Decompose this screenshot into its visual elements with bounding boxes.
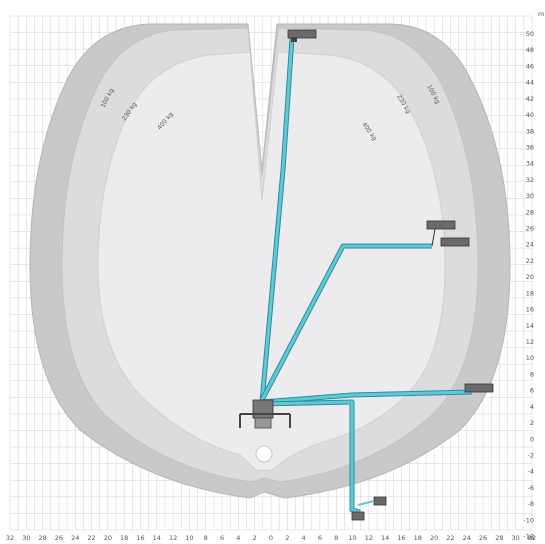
x-tick-label: 28 xyxy=(495,534,503,542)
y-tick-label: 14 xyxy=(526,322,534,330)
x-tick-label: 2 xyxy=(285,534,289,542)
x-tick-label: 0 xyxy=(269,534,273,542)
y-tick-label: 20 xyxy=(526,273,534,281)
x-tick-label: 18 xyxy=(414,534,422,542)
x-tick-label: 6 xyxy=(220,534,224,542)
inner-zone-400kg xyxy=(97,51,446,471)
y-tick-label: 4 xyxy=(530,403,534,411)
y-tick-label: 6 xyxy=(530,387,534,395)
y-tick-label: 16 xyxy=(526,306,534,314)
y-tick-label: -2 xyxy=(528,451,534,459)
x-tick-label: 24 xyxy=(463,534,471,542)
boom-horizontal-position xyxy=(261,383,494,405)
y-tick-label: -4 xyxy=(528,468,534,476)
x-tick-label: 20 xyxy=(104,534,112,542)
x-tick-label: 4 xyxy=(236,534,240,542)
x-axis-ticks: 32 30 28 26 24 22 20 18 16 14 12 10 8 6 4 2 0 2 4 6 8 10 12 14 1… xyxy=(6,534,536,542)
y-tick-label: 34 xyxy=(526,160,534,168)
y-tick-label: 10 xyxy=(526,354,534,362)
x-tick-label: 14 xyxy=(153,534,161,542)
y-tick-label: 22 xyxy=(526,257,534,265)
boom-diagonal-position xyxy=(259,220,470,402)
boom-vertical-position xyxy=(259,29,317,403)
x-tick-label: 28 xyxy=(38,534,46,542)
x-tick-label: 12 xyxy=(169,534,177,542)
x-tick-label: 10 xyxy=(185,534,193,542)
x-tick-label: 16 xyxy=(136,534,144,542)
x-tick-label: 32 xyxy=(6,534,14,542)
y-tick-label: 38 xyxy=(526,127,534,135)
x-tick-label: 16 xyxy=(397,534,405,542)
y-tick-label: 8 xyxy=(530,370,534,378)
x-tick-label: 12 xyxy=(365,534,373,542)
boom-below-ground-position xyxy=(261,399,387,521)
y-tick-label: 28 xyxy=(526,208,534,216)
y-tick-label: -8 xyxy=(528,500,534,508)
y-tick-label: 0 xyxy=(530,435,534,443)
x-tick-label: 22 xyxy=(87,534,95,542)
y-tick-label: 12 xyxy=(526,338,534,346)
x-tick-label: 30 xyxy=(512,534,520,542)
x-tick-label: 4 xyxy=(302,534,306,542)
x-tick-label: 18 xyxy=(120,534,128,542)
y-tick-label: 36 xyxy=(526,143,534,151)
x-tick-label: 24 xyxy=(71,534,79,542)
y-tick-label: 50 xyxy=(526,30,534,38)
y-tick-label: 46 xyxy=(526,62,534,70)
x-tick-label: 6 xyxy=(318,534,322,542)
x-tick-label: 2 xyxy=(253,534,257,542)
x-tick-label: 32 xyxy=(528,534,536,542)
x-axis-unit: m xyxy=(528,534,534,542)
x-tick-label: 26 xyxy=(55,534,63,542)
y-tick-label: 26 xyxy=(526,225,534,233)
x-tick-label: 30 xyxy=(22,534,30,542)
x-tick-label: 14 xyxy=(381,534,389,542)
x-tick-label: 8 xyxy=(204,534,208,542)
y-tick-label: -10 xyxy=(523,516,534,524)
vehicle-base xyxy=(239,399,291,463)
x-tick-label: 10 xyxy=(348,534,356,542)
y-tick-label: 42 xyxy=(526,95,534,103)
y-tick-label: 48 xyxy=(526,46,534,54)
x-tick-label: 26 xyxy=(479,534,487,542)
x-tick-label: 8 xyxy=(334,534,338,542)
y-tick-label: 24 xyxy=(526,241,534,249)
y-tick-label: 32 xyxy=(526,176,534,184)
y-tick-label: 30 xyxy=(526,192,534,200)
y-axis-unit: m xyxy=(538,10,544,18)
y-tick-label: 40 xyxy=(526,111,534,119)
x-tick-label: 22 xyxy=(446,534,454,542)
y-tick-label: -12 xyxy=(523,533,534,541)
x-tick-label: 20 xyxy=(430,534,438,542)
y-axis-ticks: 5048464442403836343230282624222018161412… xyxy=(523,30,534,541)
y-tick-label: 18 xyxy=(526,289,534,297)
y-tick-label: 2 xyxy=(530,419,534,427)
y-tick-label: -6 xyxy=(528,484,534,492)
y-tick-label: 44 xyxy=(526,79,534,87)
